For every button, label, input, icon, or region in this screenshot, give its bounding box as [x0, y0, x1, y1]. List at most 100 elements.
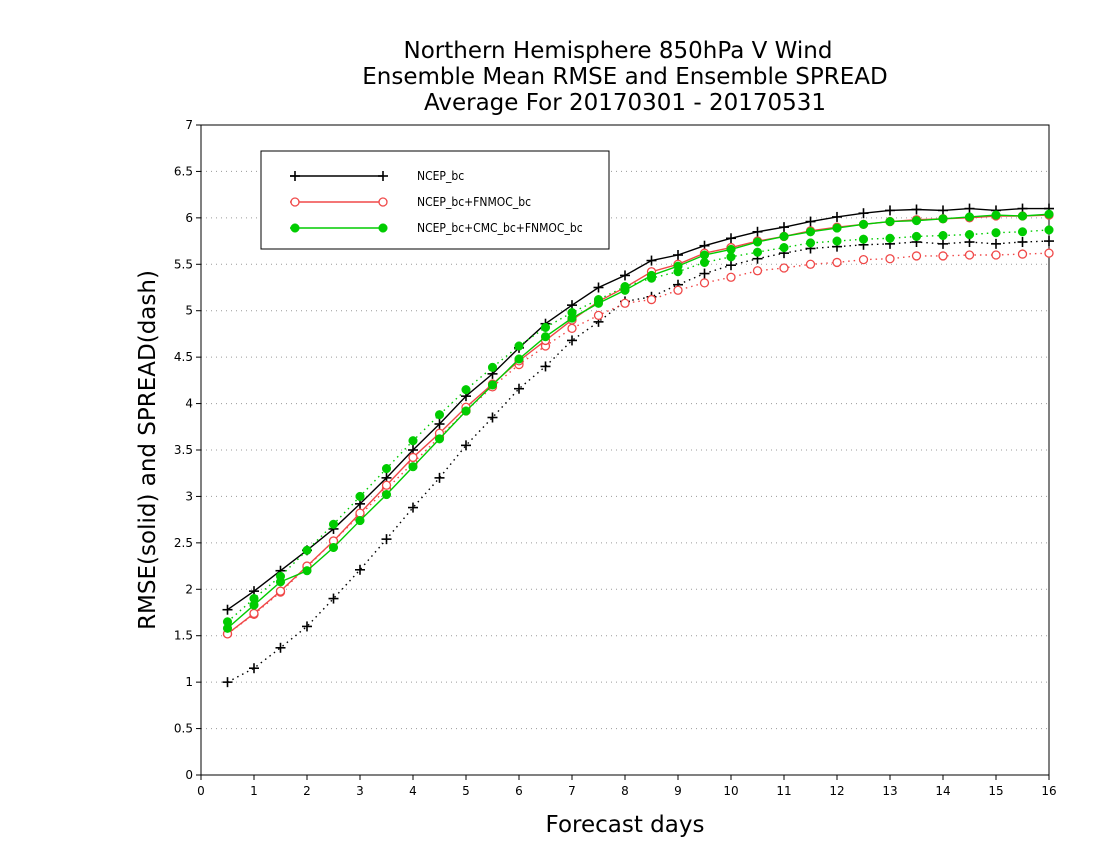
- series-2-rmse-point-28: [964, 212, 975, 222]
- chart-title: Northern Hemisphere 850hPa V Wind Ensemb…: [362, 38, 887, 116]
- series-0-spread-point-27: [938, 238, 948, 249]
- series-2-rmse-point-2: [275, 577, 286, 587]
- title-line-1: Northern Hemisphere 850hPa V Wind: [404, 38, 833, 64]
- series-0-spread-point-19: [726, 260, 736, 271]
- series-0-rmse-point-22: [805, 216, 816, 227]
- series-1-spread-point-17: [673, 285, 683, 295]
- series-0-spread-point-2: [275, 642, 286, 653]
- series-0-rmse-point-28: [964, 203, 975, 214]
- series-0-spread-point-18: [699, 268, 710, 279]
- title-line-3: Average For 20170301 - 20170531: [424, 90, 826, 116]
- axis-ticks: 00.511.522.533.544.555.566.570 1 2 3 4 5 6 7 8 9 1…: [174, 118, 1057, 798]
- series-0-spread-point-10: [487, 412, 498, 423]
- y-tick-label-14: 7: [185, 118, 193, 132]
- gridlines: [201, 170, 1049, 730]
- series-2-rmse-point-16: [646, 270, 657, 280]
- series-2-spread-point-8: [434, 410, 445, 420]
- series-1-spread-point-26: [911, 251, 922, 261]
- series-1-spread-point-27: [938, 251, 948, 261]
- series-1-spread-point-29: [991, 250, 1001, 260]
- legend: NCEP_bc NCEP_bc+FNMOC_bc NCEP_bc+CMC_bc+FN…: [260, 150, 610, 250]
- series-1-spread-line: [227, 252, 1050, 635]
- x-tick-label-2: 2: [303, 784, 311, 798]
- series-1-spread-point-24: [858, 254, 869, 265]
- series-2-rmse-point-8: [434, 434, 445, 444]
- y-axis-label: RMSE(solid) and SPREAD(dash): [135, 270, 161, 630]
- series-2-spread-point-25: [885, 233, 895, 243]
- y-tick-label-12: 6: [185, 211, 193, 225]
- series-0-rmse-point-0: [222, 604, 233, 615]
- x-tick-label-6: 6: [515, 784, 523, 798]
- y-tick-label-13: 6.5: [174, 164, 193, 178]
- legend-marker-start-0: [290, 171, 300, 181]
- series-0-rmse-point-21: [779, 222, 789, 233]
- series-0-spread-line: [227, 240, 1050, 683]
- x-tick-label-3: 3: [356, 784, 364, 798]
- x-tick-label-8: 8: [621, 784, 629, 798]
- series-1-rmse-point-1: [249, 608, 259, 619]
- series-2-rmse-point-15: [620, 285, 630, 295]
- x-tick-label-4: 4: [409, 784, 417, 798]
- series-2-spread-point-4: [328, 519, 339, 529]
- series-2-spread-point-10: [487, 362, 498, 372]
- series-2-rmse-point-29: [991, 210, 1001, 220]
- series-1-spread-point-18: [699, 278, 710, 288]
- series-1-rmse-point-6: [381, 480, 392, 490]
- y-tick-label-5: 2.5: [174, 536, 193, 550]
- y-tick-label-1: 0.5: [174, 722, 193, 736]
- series-2-rmse-point-18: [699, 250, 710, 260]
- x-tick-label-9: 9: [674, 784, 682, 798]
- series-0-spread-point-0: [222, 677, 233, 688]
- series-0-rmse-point-15: [620, 270, 630, 281]
- series-2-rmse-point-11: [514, 354, 524, 364]
- x-tick-label-12: 12: [829, 784, 844, 798]
- legend-label-0: NCEP_bc: [417, 169, 464, 183]
- x-tick-label-10: 10: [723, 784, 738, 798]
- series-0-spread-point-3: [302, 621, 312, 632]
- series-1-spread-point-23: [832, 257, 842, 268]
- series-0-rmse-point-27: [938, 205, 948, 216]
- series-2-spread-point-6: [381, 464, 392, 474]
- series-2-rmse-point-4: [328, 542, 339, 553]
- series-1-spread-point-25: [885, 254, 895, 264]
- series-2-rmse-point-0: [222, 623, 233, 633]
- series-2-spread-point-30: [1017, 227, 1028, 237]
- series-1-rmse-point-5: [355, 508, 365, 518]
- series-0-rmse-point-20: [752, 226, 763, 237]
- series-1-spread-point-20: [752, 266, 763, 276]
- series-2-spread-point-7: [408, 436, 418, 446]
- series-2-rmse-point-21: [779, 231, 789, 241]
- x-tick-label-1: 1: [250, 784, 258, 798]
- x-tick-label-0: 0: [197, 784, 205, 798]
- series-2-rmse-point-5: [355, 516, 365, 526]
- legend-box: [260, 150, 610, 250]
- series-0-rmse-point-16: [646, 255, 657, 266]
- series-2-rmse-point-31: [1044, 209, 1054, 219]
- y-tick-label-6: 3: [185, 489, 193, 503]
- series-2-rmse-point-13: [567, 313, 577, 323]
- series-2-spread-point-27: [938, 230, 948, 241]
- series-1-spread-point-28: [964, 250, 975, 260]
- series-0-rmse-point-25: [885, 205, 895, 216]
- series-0-spread-point-5: [355, 564, 365, 575]
- series-0-spread-point-30: [1017, 237, 1028, 247]
- series-1-spread-point-31: [1044, 248, 1054, 258]
- series-0-spread-point-6: [381, 534, 392, 545]
- series-1-spread-point-22: [805, 259, 816, 269]
- series-0-spread-point-7: [408, 502, 418, 513]
- series-2-rmse-point-7: [408, 462, 418, 472]
- series-0-spread-point-12: [540, 361, 551, 372]
- series-2-rmse-point-30: [1017, 211, 1028, 221]
- y-tick-label-0: 0: [185, 768, 193, 782]
- series-1-spread-point-21: [779, 263, 789, 273]
- series-2-spread-point-26: [911, 231, 922, 241]
- y-tick-label-3: 1.5: [174, 629, 193, 643]
- legend-marker-start-2: [290, 223, 300, 233]
- y-tick-label-8: 4: [185, 397, 193, 411]
- legend-marker-start-1: [290, 197, 300, 207]
- y-tick-label-9: 4.5: [174, 350, 193, 364]
- series-2-rmse-point-6: [381, 490, 392, 500]
- series-2-spread-point-24: [858, 234, 869, 244]
- series-1-spread-point-16: [646, 294, 657, 305]
- y-tick-label-7: 3.5: [174, 443, 193, 457]
